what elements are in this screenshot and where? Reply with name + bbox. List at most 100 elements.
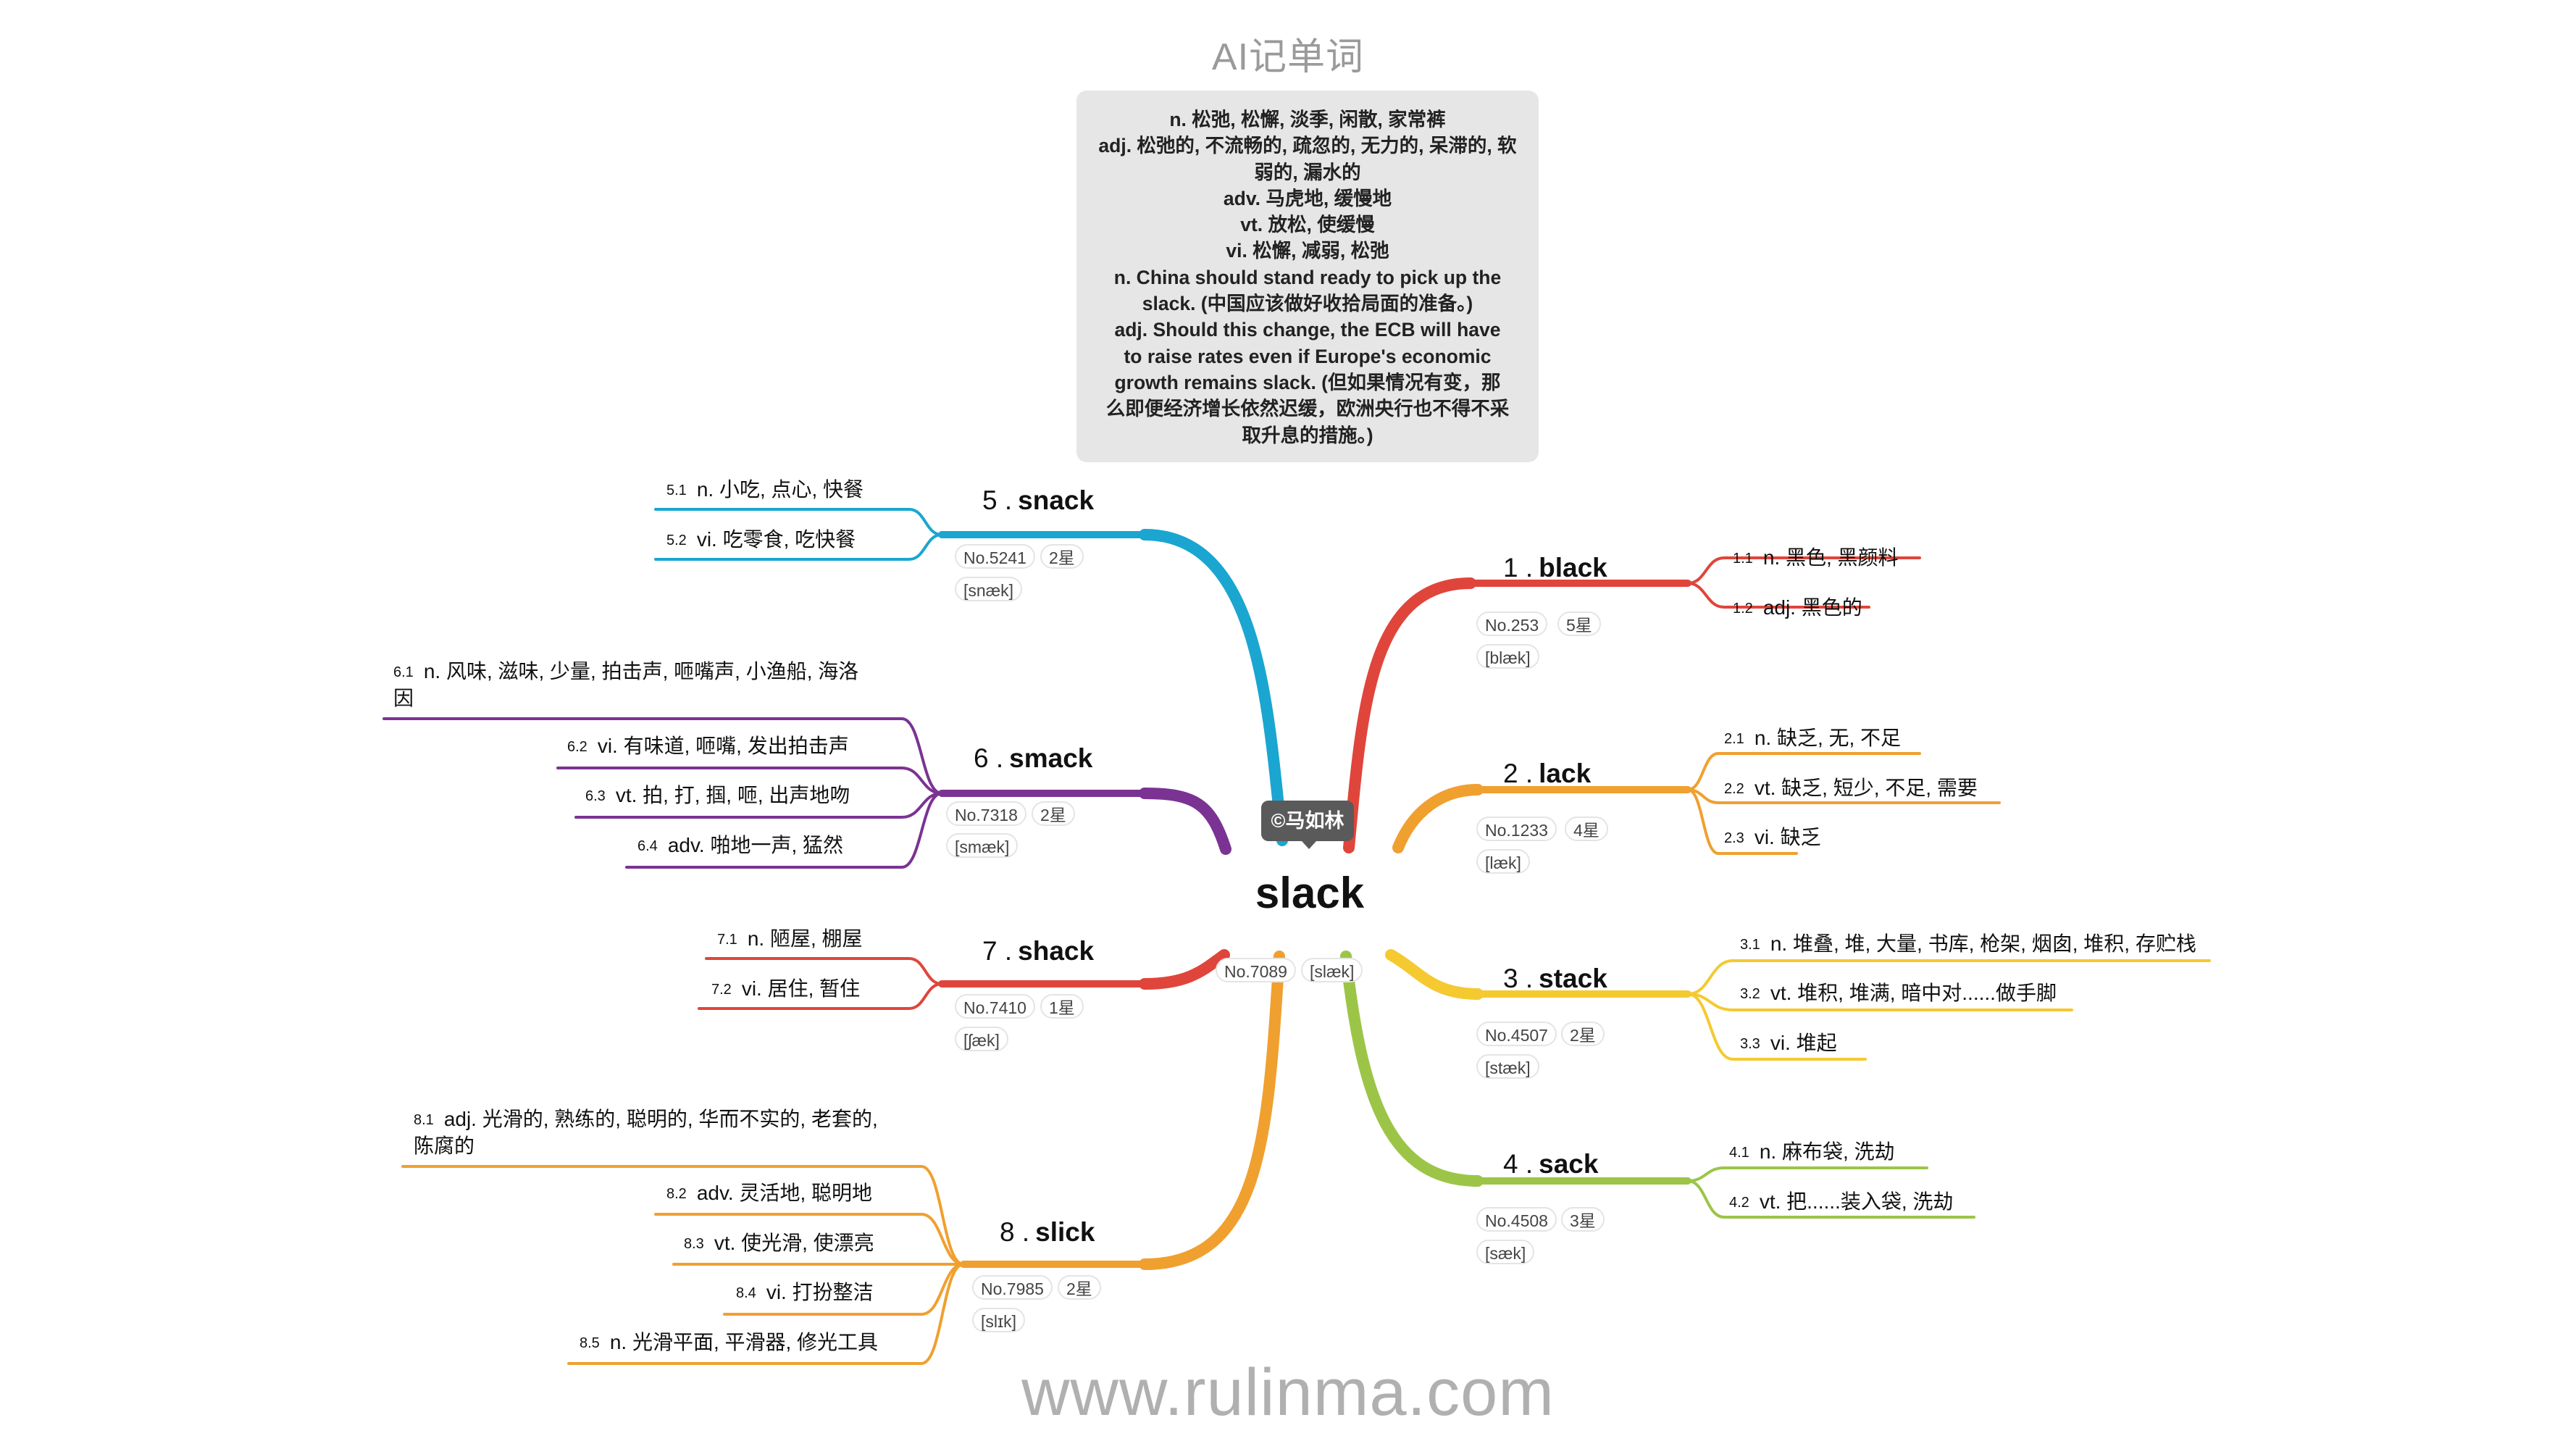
phonetic-tag: [snæk] <box>955 577 1023 601</box>
star-tag: 4星 <box>1565 817 1608 841</box>
sense-item: 6.4 adv. 啪地一声, 猛然 <box>637 834 843 856</box>
snack-sense-connector-1 <box>654 508 943 536</box>
phonetic-tag: [smæk] <box>946 833 1019 858</box>
definition-line: adj. Should this change, the ECB will ha… <box>1114 319 1501 341</box>
phonetic-tag: [slɪk] <box>972 1308 1026 1332</box>
star-tag: 2星 <box>1032 801 1075 826</box>
definition-line: to raise rates even if Europe's economic <box>1124 345 1492 367</box>
sense-item: 8.2 adv. 灵活地, 聪明地 <box>666 1182 872 1204</box>
branch-word-smack: 6 . smack <box>974 743 1092 774</box>
sense-item: 1.2 adj. 黑色的 <box>1733 596 1862 619</box>
author-badge: ©马如林 <box>1261 801 1354 849</box>
slick-sense-connector-2 <box>654 1213 965 1266</box>
branch-number: 5 . <box>982 485 1013 515</box>
branch-word: smack <box>1009 743 1093 773</box>
sense-item: 5.1 n. 小吃, 点心, 快餐 <box>666 478 864 501</box>
sense-item: 7.2 vi. 居住, 暂住 <box>711 977 861 1000</box>
branch-word: sack <box>1539 1149 1599 1179</box>
phonetic-tag: [stæk] <box>1476 1054 1539 1079</box>
sack-sense-connector-1 <box>1686 1166 1928 1182</box>
rank-tag: No.7985 <box>972 1275 1053 1300</box>
page-title: AI记单词 <box>1211 36 1365 78</box>
branch-word: snack <box>1018 485 1095 515</box>
sense-item: 5.2 vi. 吃零食, 吃快餐 <box>666 528 856 551</box>
sense-item: 1.1 n. 黑色, 黑颜料 <box>1733 546 1899 569</box>
star-tag: 2星 <box>1040 544 1084 569</box>
definition-line: adv. 马虎地, 缓慢地 <box>1223 187 1392 209</box>
sense-item: 6.1 n. 风味, 滋味, 少量, 拍击声, 咂嘴声, 小渔船, 海洛因 <box>393 660 859 709</box>
sense-item: 2.2 vt. 缺乏, 短少, 不足, 需要 <box>1724 777 1978 799</box>
sense-item: 8.3 vt. 使光滑, 使漂亮 <box>684 1232 874 1254</box>
branch-number: 3 . <box>1503 964 1534 993</box>
definition-line: adj. 松弛的, 不流畅的, 疏忽的, 无力的, 呆滞的, 软 <box>1098 135 1517 157</box>
stack-sense-connector-2 <box>1686 993 2073 1011</box>
lack-sense-connector-3 <box>1686 788 1798 855</box>
branch-number: 7 . <box>982 936 1013 966</box>
sense-item: 7.1 n. 陋屋, 棚屋 <box>717 927 863 950</box>
branch-trunk-slick <box>1139 951 1285 1270</box>
rank-tag: No.5241 <box>955 544 1035 569</box>
rank-tag: No.4507 <box>1476 1022 1557 1046</box>
center-word: slack <box>1255 869 1365 917</box>
slick-sense-connector-5 <box>567 1263 965 1365</box>
star-tag: 2星 <box>1561 1022 1605 1046</box>
definition-line: vi. 松懈, 减弱, 松弛 <box>1226 240 1389 262</box>
stack-sense-connector-1 <box>1686 959 2211 995</box>
sack-sense-connector-2 <box>1686 1179 1975 1219</box>
center-phonetic-tag: [slæk] <box>1301 958 1363 982</box>
stack-sense-connector-3 <box>1686 993 1867 1061</box>
phonetic-tag: [ʃæk] <box>955 1027 1008 1051</box>
branch-number: 4 . <box>1503 1149 1534 1179</box>
star-tag: 2星 <box>1058 1275 1101 1300</box>
sense-item: 2.1 n. 缺乏, 无, 不足 <box>1724 727 1902 749</box>
lack-sense-connector-1 <box>1686 752 1921 791</box>
branch-word-black: 1 . black <box>1503 553 1607 583</box>
branch-trunk-smack <box>1139 788 1231 855</box>
branch-word: black <box>1539 553 1607 582</box>
star-tag: 1星 <box>1040 994 1084 1019</box>
smack-sense-connector-4 <box>625 792 943 869</box>
snack-sense-connector-2 <box>654 533 943 561</box>
rank-tag: No.4508 <box>1476 1207 1557 1232</box>
branch-trunk-stack <box>1385 949 1484 1000</box>
branch-number: 8 . <box>1000 1217 1030 1247</box>
shack-sense-connector-2 <box>698 982 943 1010</box>
sense-item: 4.1 n. 麻布袋, 洗劫 <box>1729 1140 1895 1163</box>
definition-line: n. China should stand ready to pick up t… <box>1113 266 1502 288</box>
definition-line: vt. 放松, 使缓慢 <box>1240 214 1375 236</box>
branch-trunk-black <box>1343 577 1476 853</box>
definition-line: n. 松弛, 松懈, 淡季, 闲散, 家常裤 <box>1169 109 1446 130</box>
black-sense-connector-2 <box>1686 582 1870 609</box>
branch-word-stack: 3 . stack <box>1503 964 1607 994</box>
slick-sense-connector-1 <box>401 1165 965 1266</box>
branch-trunk-shack <box>1139 949 1230 990</box>
sense-item: 3.2 vt. 堆积, 堆满, 暗中对......做手脚 <box>1740 982 2057 1004</box>
branch-number: 2 . <box>1503 759 1534 788</box>
branch-word-slick: 8 . slick <box>1000 1217 1095 1248</box>
rank-tag: No.7410 <box>955 994 1035 1019</box>
star-tag: 3星 <box>1561 1207 1605 1232</box>
shack-sense-connector-1 <box>705 957 943 985</box>
branch-word: lack <box>1539 759 1592 788</box>
sense-item: 3.3 vi. 堆起 <box>1740 1032 1837 1054</box>
definition-line: slack. (中国应该做好收拾局面的准备。) <box>1142 293 1473 315</box>
sense-item: 6.2 vi. 有味道, 咂嘴, 发出拍击声 <box>567 735 849 757</box>
branch-word: shack <box>1018 936 1095 966</box>
definition-line: 弱的, 漏水的 <box>1254 161 1361 183</box>
center-rank-tag: No.7089 <box>1216 958 1296 982</box>
rank-tag: No.1233 <box>1476 817 1557 841</box>
black-sense-connector-1 <box>1686 556 1921 585</box>
branch-number: 1 . <box>1503 553 1534 582</box>
smack-sense-connector-1 <box>382 717 943 795</box>
sense-item: 3.1 n. 堆叠, 堆, 大量, 书库, 枪架, 烟囱, 堆积, 存贮栈 <box>1740 932 2196 955</box>
branch-word: slick <box>1035 1217 1095 1247</box>
branch-word-lack: 2 . lack <box>1503 759 1591 789</box>
sense-item: 8.4 vi. 打扮整洁 <box>736 1281 874 1303</box>
footer-url: www.rulinma.com <box>1021 1356 1555 1429</box>
phonetic-tag: [sæk] <box>1476 1240 1535 1264</box>
branch-trunk-sack <box>1340 951 1484 1187</box>
branch-word-snack: 5 . snack <box>982 485 1094 516</box>
branch-trunk-snack <box>1139 529 1288 846</box>
branch-number: 6 . <box>974 743 1004 773</box>
